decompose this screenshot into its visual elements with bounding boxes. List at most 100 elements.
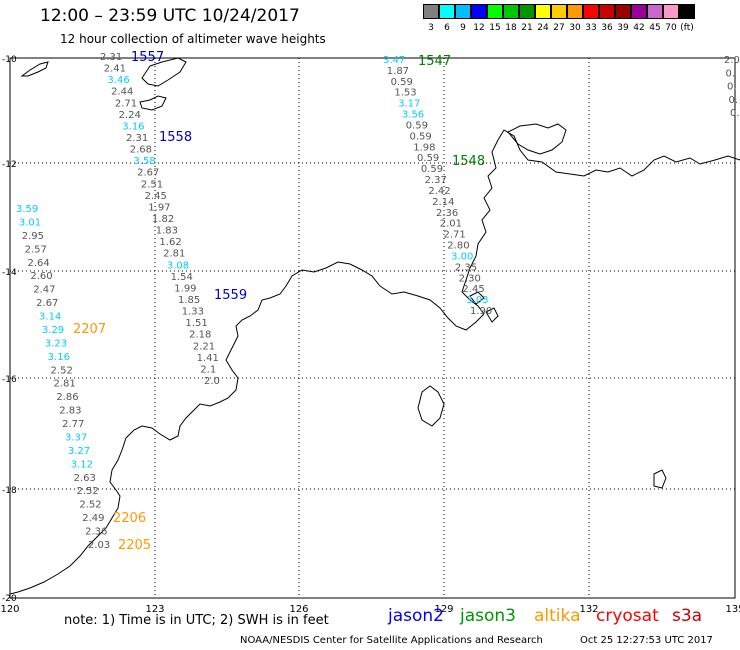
- legend-label: 3: [428, 23, 434, 33]
- legend-label: 18: [505, 23, 517, 33]
- swh-value-1547: 2.01: [440, 219, 462, 230]
- swh-value-2207: 3.12: [71, 459, 93, 470]
- legend-label: 21: [521, 23, 533, 33]
- swh-value-1557: 1.51: [185, 318, 207, 329]
- swh-value-1547: 3.03: [466, 295, 488, 306]
- coastline-island-f: [485, 307, 499, 323]
- legend-label: 70: [665, 23, 677, 33]
- generation-timestamp: Oct 25 12:27:53 UTC 2017: [580, 635, 713, 646]
- swh-value-2207: 2.63: [74, 473, 96, 484]
- swh-value-1547: 1.87: [387, 66, 409, 77]
- color-legend: 3 6 9 12 15 18 21 24 27 30 33 36 39 42 45 70 (ft): [423, 4, 695, 33]
- lat-tick-label: -16: [2, 375, 17, 385]
- swh-value-1547: 2.42: [428, 186, 450, 197]
- swh-value-2207: 2.64: [28, 258, 50, 269]
- pass-id-label: 1557: [131, 50, 164, 65]
- swh-value-1547: 3.17: [398, 99, 420, 110]
- legend-swatch: [423, 4, 439, 19]
- legend-swatches: [423, 4, 695, 19]
- swh-value-1547: 0.59: [391, 77, 413, 88]
- legend-swatch: [679, 4, 695, 19]
- swh-value-1547: 2.35: [455, 262, 477, 273]
- lat-tick-label: -18: [2, 486, 17, 496]
- swh-value-1547: 1.90: [470, 306, 492, 317]
- swh-value-1557: 2.24: [119, 110, 141, 121]
- mission-jason2: jason2: [388, 606, 444, 626]
- legend-swatch: [551, 4, 567, 19]
- legend-label: 27: [553, 23, 565, 33]
- swh-value-edge: 0.: [726, 68, 736, 79]
- swh-value-1557: 1.82: [152, 214, 174, 225]
- pass-id-label: 1548: [452, 154, 485, 169]
- swh-value-1557: 2.81: [163, 249, 185, 260]
- swh-value-2207: 2.67: [36, 298, 58, 309]
- legend-swatch: [615, 4, 631, 19]
- lon-tick-label: 132: [579, 604, 598, 615]
- swh-value-1547: 3.47: [383, 55, 405, 66]
- swh-value-1547: 3.56: [402, 110, 424, 121]
- swh-value-2207: 2.77: [62, 419, 84, 430]
- chart-title: 12:00 – 23:59 UTC 10/24/2017: [40, 6, 300, 26]
- legend-swatch: [455, 4, 471, 19]
- swh-value-2207: 2.57: [25, 244, 47, 255]
- swh-value-1557: 3.46: [107, 75, 129, 86]
- lon-tick-label: 123: [145, 604, 164, 615]
- swh-value-2207: 2.81: [53, 379, 75, 390]
- legend-swatch: [567, 4, 583, 19]
- swh-value-1547: 1.98: [413, 142, 435, 153]
- swh-value-1557: 3.58: [133, 156, 155, 167]
- swh-value-2207: 3.29: [42, 325, 64, 336]
- swh-value-2207: 3.59: [16, 204, 38, 215]
- pass-id-label: 1558: [159, 130, 192, 145]
- swh-value-1557: 2.44: [111, 87, 133, 98]
- lat-tick-label: -10: [2, 55, 17, 65]
- swh-value-2207: 2.03: [88, 540, 110, 551]
- mission-cryosat: cryosat: [596, 606, 659, 626]
- swh-value-1557: 2.18: [189, 330, 211, 341]
- legend-swatch: [599, 4, 615, 19]
- coastline-timor: [20, 61, 49, 77]
- chart-subtitle: 12 hour collection of altimeter wave hei…: [60, 32, 326, 46]
- legend-label: 30: [569, 23, 581, 33]
- swh-value-1547: 2.80: [447, 241, 469, 252]
- swh-value-1557: 1.62: [159, 237, 181, 248]
- swh-value-1557: 2.45: [145, 191, 167, 202]
- coastline-island-e: [653, 469, 667, 489]
- swh-value-1557: 1.85: [178, 295, 200, 306]
- legend-swatch: [439, 4, 455, 19]
- legend-label: 9: [460, 23, 466, 33]
- swh-value-2207: 2.95: [22, 231, 44, 242]
- swh-value-1547: 2.36: [436, 208, 458, 219]
- swh-value-2207: 3.27: [68, 446, 90, 457]
- swh-value-1557: 2.41: [104, 64, 126, 75]
- legend-labels: 3 6 9 12 15 18 21 24 27 30 33 36 39 42 45 70 (ft): [423, 23, 695, 33]
- lon-tick-label: 120: [0, 604, 19, 615]
- legend-label: 33: [585, 23, 597, 33]
- legend-swatch: [631, 4, 647, 19]
- swh-value-1557: 2.68: [130, 145, 152, 156]
- legend-label: 36: [601, 23, 613, 33]
- swh-value-1547: 0.59: [417, 153, 439, 164]
- swh-value-edge: 2.0: [724, 55, 740, 66]
- swh-value-2207: 3.23: [45, 338, 67, 349]
- map-frame: [9, 57, 736, 599]
- lon-tick-label: 129: [434, 604, 453, 615]
- swh-value-2207: 2.52: [76, 486, 98, 497]
- swh-value-1547: 0.59: [421, 164, 443, 175]
- lat-tick-label: -12: [2, 160, 17, 170]
- swh-value-1547: 1.53: [394, 88, 416, 99]
- legend-swatch: [535, 4, 551, 19]
- swh-value-2207: 2.47: [33, 285, 55, 296]
- swh-value-1547: 2.71: [444, 230, 466, 241]
- swh-value-2207: 3.16: [48, 352, 70, 363]
- legend-label: 6: [444, 23, 450, 33]
- swh-value-2207: 3.01: [19, 217, 41, 228]
- coastline-island-d: [417, 385, 445, 427]
- swh-value-1547: 3.00: [451, 251, 473, 262]
- legend-label: (ft): [680, 23, 694, 33]
- swh-value-1557: 1.99: [174, 283, 196, 294]
- swh-value-2207: 2.36: [85, 527, 107, 538]
- swh-value-1557: 2.71: [115, 98, 137, 109]
- swh-value-1557: 2.1: [200, 364, 216, 375]
